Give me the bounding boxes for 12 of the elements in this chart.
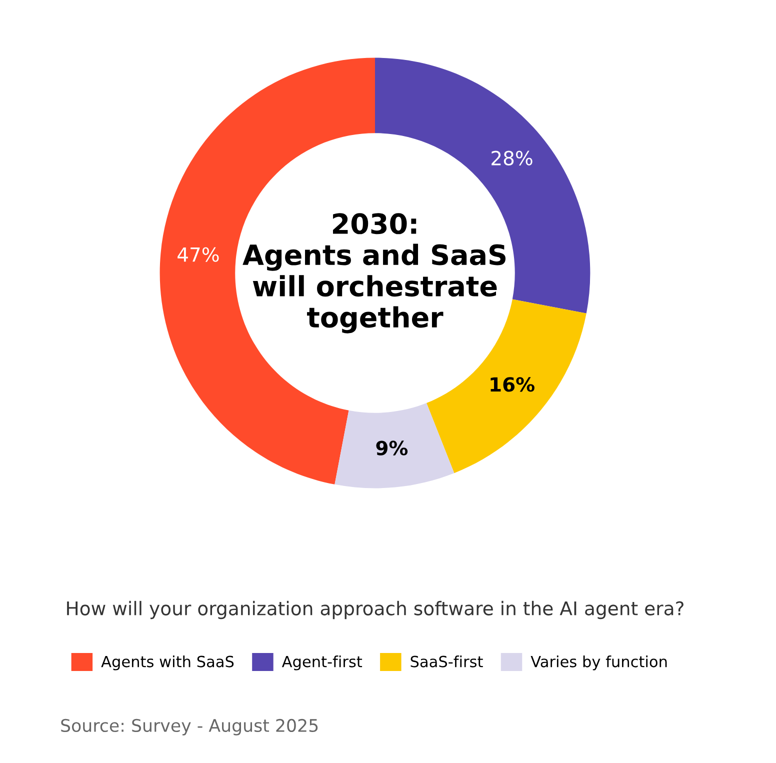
text: 2030: Agents and SaaS will orchestrate together — [242, 213, 506, 334]
data-label: 9% — [376, 440, 408, 456]
data-label: 47% — [178, 247, 219, 262]
text: How will your organization approach software in the AI agent era? — [67, 600, 684, 620]
legend-label: Varies by function — [530, 656, 667, 670]
legend-label: Agents with SaaS — [101, 656, 234, 670]
data-label: 16% — [490, 377, 534, 392]
data-label: 28% — [492, 150, 532, 166]
legend-label: SaaS-first — [410, 656, 483, 668]
source-note: Source: Survey - August 2025 — [61, 718, 318, 736]
donut-slice — [334, 403, 454, 488]
legend-label: Agent-first — [282, 656, 362, 670]
